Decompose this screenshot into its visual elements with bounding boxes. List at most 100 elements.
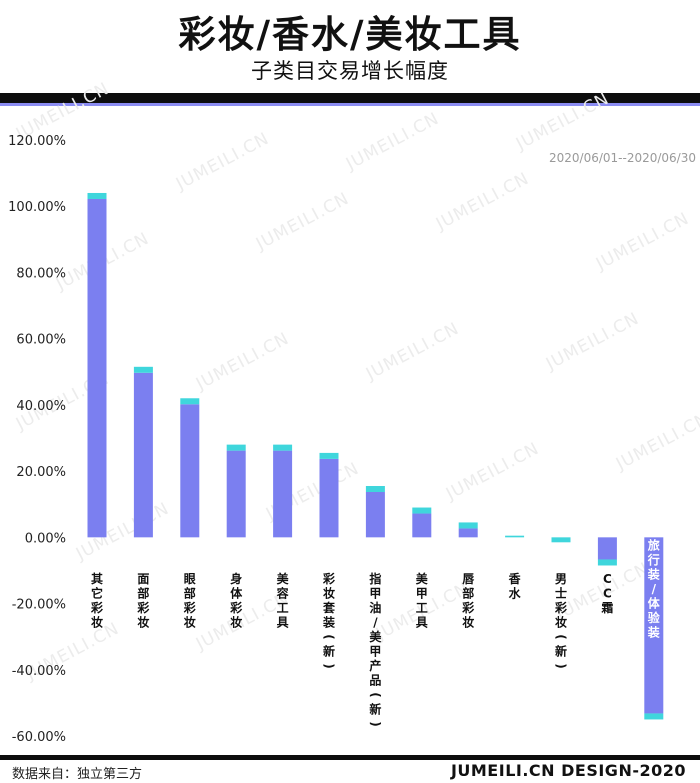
x-tick-label-char: 产 xyxy=(369,658,381,673)
chart-subtitle: 子类目交易增长幅度 xyxy=(251,59,449,83)
x-tick-label-char: 唇 xyxy=(462,572,475,586)
y-tick-label: 40.00% xyxy=(16,399,66,414)
x-tick-label-char: 美 xyxy=(416,571,429,586)
x-tick-label-char: 具 xyxy=(416,616,428,630)
x-tick-label-char: C xyxy=(603,572,612,586)
bar-cap xyxy=(87,192,107,199)
header-rule xyxy=(0,93,700,103)
y-tick-label: -20.00% xyxy=(12,598,66,613)
bar xyxy=(644,537,664,714)
brand-credit: JUMEILI.CN DESIGN-2020 xyxy=(450,761,686,780)
bar-cap xyxy=(644,713,664,720)
watermark-text: JUMEILI.CN xyxy=(592,209,693,275)
x-tick-label-char: ( xyxy=(554,634,568,639)
x-tick-label-char: 妆 xyxy=(91,615,103,630)
x-tick-label-char: 指 xyxy=(369,571,381,586)
bar xyxy=(133,372,153,538)
bar xyxy=(458,528,478,538)
x-tick-label-char: 新 xyxy=(369,702,381,717)
watermark-text: JUMEILI.CN xyxy=(172,129,273,195)
bar xyxy=(365,492,385,538)
x-tick-label-char: 体 xyxy=(648,595,661,610)
y-tick-label: -60.00% xyxy=(12,730,66,745)
x-tick-label-char: 彩 xyxy=(229,600,242,615)
header-accent-rule xyxy=(0,103,700,106)
watermark-text: JUMEILI.CN xyxy=(342,109,443,175)
x-tick-label-char: ) xyxy=(322,663,336,668)
x-tick-label-char: 士 xyxy=(555,586,567,601)
bar xyxy=(87,198,107,538)
bar xyxy=(412,513,432,538)
x-tick-label-char: 彩 xyxy=(554,600,567,615)
x-tick-label-char: 香 xyxy=(508,571,521,586)
y-tick-label: 60.00% xyxy=(16,333,66,348)
x-tick-label-char: ) xyxy=(554,663,568,668)
x-tick-label-char: 美 xyxy=(277,571,290,586)
x-tick-label-char: 其 xyxy=(91,571,103,586)
bar-cap xyxy=(551,537,571,543)
x-tick-label-char: 身 xyxy=(230,571,242,586)
watermark-text: JUMEILI.CN xyxy=(542,309,643,375)
x-tick-label-char: / xyxy=(652,582,657,596)
x-tick-label-char: 彩 xyxy=(90,600,103,615)
x-tick-label-char: 行 xyxy=(647,552,660,567)
x-tick-label-char: 部 xyxy=(137,586,149,601)
x-tick-label-char: 装 xyxy=(647,624,660,639)
x-tick-label-char: C xyxy=(603,587,612,601)
x-tick-label-char: 妆 xyxy=(555,615,567,630)
x-tick-label-char: 甲 xyxy=(369,587,381,601)
x-tick-label-char: 妆 xyxy=(323,586,335,601)
x-tick-label-char: 霜 xyxy=(600,601,613,615)
x-tick-label-char: 彩 xyxy=(136,600,149,615)
x-tick-label-char: / xyxy=(373,616,378,630)
x-tick-label-char: 甲 xyxy=(369,645,381,659)
bar-cap xyxy=(458,522,478,529)
watermark-text: JUMEILI.CN xyxy=(252,189,353,255)
x-tick-label-char: 彩 xyxy=(461,600,474,615)
x-tick-label-char: 工 xyxy=(277,601,289,615)
bar xyxy=(226,450,246,538)
watermark-text: JUMEILI.CN xyxy=(442,439,543,505)
x-tick-label-char: ( xyxy=(368,692,382,697)
date-range: 2020/06/01--2020/06/30 xyxy=(549,151,696,165)
y-tick-label: 20.00% xyxy=(16,465,66,480)
chart-title: 彩妆/香水/美妆工具 xyxy=(178,13,522,56)
x-tick-label-char: 面 xyxy=(137,572,149,586)
bar-cap xyxy=(597,559,617,566)
x-tick-label-char: 新 xyxy=(323,644,335,659)
x-tick-label-char: 美 xyxy=(369,629,382,644)
x-tick-label-char: 容 xyxy=(276,586,289,601)
y-tick-label: -40.00% xyxy=(12,664,66,679)
x-tick-label-char: 旅 xyxy=(648,537,660,552)
x-tick-label-char: 水 xyxy=(509,586,522,601)
x-tick-label-char: 装 xyxy=(322,615,335,630)
x-tick-label-char: 彩 xyxy=(322,571,335,586)
x-tick-label-char: 部 xyxy=(184,586,196,601)
x-tick-label-char: 品 xyxy=(369,674,381,688)
bar-cap xyxy=(180,398,200,405)
y-tick-label: 0.00% xyxy=(25,531,66,546)
x-tick-label-char: ( xyxy=(322,634,336,639)
y-tick-label: 80.00% xyxy=(16,266,66,281)
bar xyxy=(597,537,617,560)
x-tick-label-char: 它 xyxy=(91,586,103,601)
x-tick-label-char: 验 xyxy=(648,610,661,625)
x-tick-label-char: 彩 xyxy=(183,600,196,615)
watermark-text: JUMEILI.CN xyxy=(512,89,613,155)
bar-cap xyxy=(365,486,385,493)
bar xyxy=(273,450,293,538)
bar xyxy=(319,458,339,538)
x-tick-label-char: 新 xyxy=(555,644,567,659)
x-tick-label-char: 工 xyxy=(416,601,428,615)
x-tick-label-char: 具 xyxy=(277,616,289,630)
watermark-text: JUMEILI.CN xyxy=(72,499,173,565)
bar-cap xyxy=(505,535,525,538)
y-tick-label: 120.00% xyxy=(8,134,66,149)
x-tick-label-char: 眼 xyxy=(184,572,196,586)
x-tick-label-char: 妆 xyxy=(184,615,196,630)
footer-rule xyxy=(0,755,700,760)
x-axis-labels: 其它彩妆面部彩妆眼部彩妆身体彩妆美容工具彩妆套装(新)指甲油/美甲产品(新)美甲… xyxy=(90,537,661,726)
x-tick-label-char: ) xyxy=(368,721,382,726)
